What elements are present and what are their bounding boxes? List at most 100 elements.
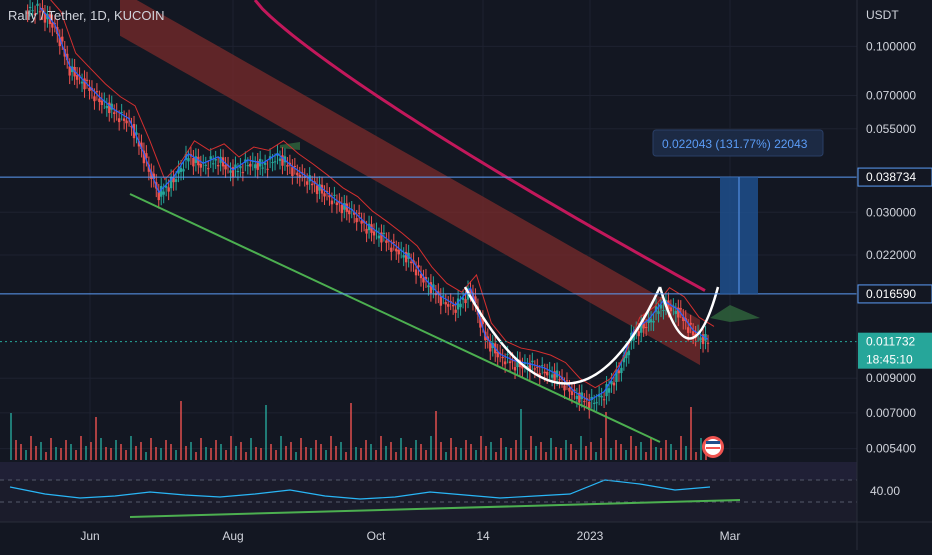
volume-bar [230,436,232,460]
candle-body [261,167,264,169]
candle-body [622,354,626,363]
candle-body [605,384,608,397]
volume-bar [590,442,592,460]
candle-body [427,285,430,288]
volume-bar [110,448,112,460]
candle-body [479,317,482,328]
volume-bar [495,452,497,460]
candle-body [442,295,445,297]
candle-body [489,341,492,352]
candle-body [536,366,539,368]
volume-bar [635,446,637,460]
candle-body [620,367,623,373]
candle-body [615,369,618,383]
candle-body [669,307,673,312]
candle-body [506,353,509,355]
cup-curve [463,286,662,385]
price-axis-tick-label: 0.022000 [866,248,916,262]
candle-body [545,371,549,376]
candle-body [353,212,356,215]
candle-body [501,356,504,359]
candle-body [142,150,146,164]
candle-body [152,173,156,179]
volume-bar [410,448,412,460]
volume-bar [255,447,257,460]
candle-body [370,224,373,233]
volume-bar [90,442,92,460]
candle-body [367,223,371,231]
candle-body [38,11,42,13]
volume-bar [420,444,422,460]
volume-bar [155,447,157,460]
candle-body [330,200,334,205]
volume-bar [665,440,667,460]
volume-bar [285,446,287,460]
candle-body [145,153,148,158]
volume-bar [300,438,302,460]
candle-body [588,401,591,411]
volume-bar [130,436,132,460]
volume-bar [685,446,687,460]
price-axis-tick-label: 0.009000 [866,371,916,385]
price-level-label-box [857,284,932,304]
volume-bar [225,450,227,460]
candle-body [674,310,678,314]
volume-bar [455,447,457,460]
candle-body [481,318,485,325]
candle-body [43,13,47,23]
candle-body [570,391,574,396]
volume-bar [365,440,367,460]
candle-body [521,365,524,369]
candle-body [249,163,252,167]
volume-bar [30,436,32,460]
candle-body [706,342,710,344]
volume-bar [10,413,12,460]
volume-bar [135,446,137,460]
volume-bar [675,450,677,460]
volume-bar [220,444,222,460]
candle-body [281,155,284,166]
volume-bar [580,436,582,460]
candle-body [117,118,121,123]
candle-body [140,142,143,149]
candle-body [345,203,348,212]
candle-body [26,12,29,14]
volume-bar [540,442,542,460]
candle-body [701,334,705,345]
candle-body [568,387,571,392]
candle-body [207,168,210,170]
volume-bar [115,440,117,460]
candle-body [447,304,450,307]
volume-bar [65,440,67,460]
volume-bar [245,452,247,460]
candle-body [637,331,640,337]
volume-bar [490,442,492,460]
candle-body [444,302,447,305]
candle-body [263,162,267,165]
volume-bar [525,450,527,460]
candle-body [454,309,457,313]
volume-bar [295,452,297,460]
flag-icon-stripe [706,447,720,449]
candle-body [355,218,358,223]
candle-body [293,165,297,167]
volume-bar [680,436,682,460]
candle-body [392,241,395,243]
candle-body [662,310,665,312]
volume-bar [250,438,252,460]
candle-body [246,165,250,167]
volume-bar [555,447,557,460]
volume-bar [40,442,42,460]
volume-bar [325,450,327,460]
candle-body [150,171,153,180]
candle-body [422,277,425,283]
volume-bar [170,444,172,460]
candle-body [617,370,621,374]
volume-bar [600,438,602,460]
volume-bar [215,440,217,460]
candle-body [642,323,645,329]
volume-bar [280,436,282,460]
price-level-label: 0.038734 [866,170,916,184]
